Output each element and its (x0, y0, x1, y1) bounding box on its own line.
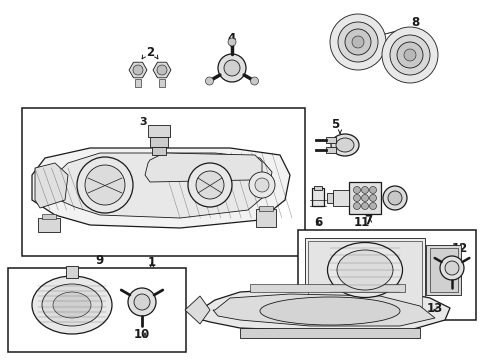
Bar (311, 188, 324, 206)
Bar (348, 182, 380, 214)
Bar (240, 328, 419, 338)
Circle shape (369, 186, 376, 194)
Circle shape (187, 163, 231, 207)
Ellipse shape (327, 243, 402, 297)
Circle shape (389, 35, 429, 75)
Text: 4: 4 (227, 31, 236, 45)
Bar (326, 193, 332, 203)
Circle shape (444, 261, 458, 275)
Polygon shape (35, 163, 68, 208)
Circle shape (396, 42, 422, 68)
Circle shape (382, 186, 406, 210)
Circle shape (361, 186, 368, 194)
Bar (22, 108, 305, 256)
Circle shape (353, 194, 360, 202)
Circle shape (345, 29, 370, 55)
Bar (313, 186, 321, 190)
Text: 7: 7 (363, 213, 371, 226)
Circle shape (369, 194, 376, 202)
Bar (42, 214, 56, 219)
Bar (297, 230, 475, 320)
Bar (332, 190, 348, 206)
Circle shape (361, 194, 368, 202)
Circle shape (134, 294, 150, 310)
Circle shape (227, 38, 236, 46)
Ellipse shape (336, 250, 392, 290)
Ellipse shape (42, 284, 102, 326)
Circle shape (157, 65, 167, 75)
Polygon shape (32, 148, 289, 228)
Bar (325, 147, 335, 153)
Polygon shape (145, 153, 262, 182)
Circle shape (353, 202, 360, 210)
Circle shape (361, 202, 368, 210)
Ellipse shape (260, 297, 399, 325)
Text: 6: 6 (313, 216, 322, 229)
Bar (429, 248, 457, 292)
Circle shape (85, 165, 125, 205)
Bar (305, 238, 424, 310)
Circle shape (403, 49, 415, 61)
Circle shape (218, 54, 245, 82)
Circle shape (254, 178, 268, 192)
Bar (148, 125, 170, 137)
Circle shape (387, 191, 401, 205)
Text: 13: 13 (426, 302, 442, 315)
Polygon shape (50, 153, 271, 218)
Ellipse shape (53, 292, 91, 318)
Circle shape (248, 172, 274, 198)
Text: 11: 11 (353, 216, 369, 229)
Polygon shape (153, 62, 171, 78)
Text: 12: 12 (451, 242, 467, 255)
Bar (135, 79, 141, 87)
Circle shape (381, 27, 437, 83)
Bar (152, 147, 165, 155)
Bar (150, 137, 168, 147)
Circle shape (196, 171, 224, 199)
Circle shape (250, 77, 258, 85)
Bar (8, 268, 185, 352)
Bar (307, 241, 421, 307)
Circle shape (77, 157, 133, 213)
Ellipse shape (335, 138, 353, 152)
Bar (249, 284, 404, 292)
Bar (325, 137, 335, 143)
Circle shape (369, 202, 376, 210)
Bar (259, 206, 272, 211)
Circle shape (337, 22, 377, 62)
Text: 8: 8 (410, 15, 418, 28)
Bar (38, 218, 60, 232)
Circle shape (439, 256, 463, 280)
Circle shape (353, 186, 360, 194)
Circle shape (128, 288, 156, 316)
Text: 9: 9 (96, 253, 104, 266)
Polygon shape (213, 294, 434, 326)
Polygon shape (192, 288, 449, 332)
Polygon shape (184, 296, 209, 324)
Circle shape (205, 77, 213, 85)
Text: 3: 3 (139, 117, 146, 127)
Circle shape (329, 14, 385, 70)
Ellipse shape (32, 276, 112, 334)
Text: 2: 2 (145, 45, 154, 58)
Polygon shape (129, 62, 147, 78)
Circle shape (351, 36, 363, 48)
Circle shape (224, 60, 240, 76)
Bar (425, 245, 460, 295)
Ellipse shape (330, 134, 358, 156)
Bar (159, 79, 164, 87)
Text: 10: 10 (134, 328, 150, 342)
Text: 1: 1 (148, 256, 156, 269)
Bar (66, 266, 78, 278)
Bar (256, 209, 275, 227)
Text: 5: 5 (330, 118, 339, 131)
Circle shape (133, 65, 142, 75)
